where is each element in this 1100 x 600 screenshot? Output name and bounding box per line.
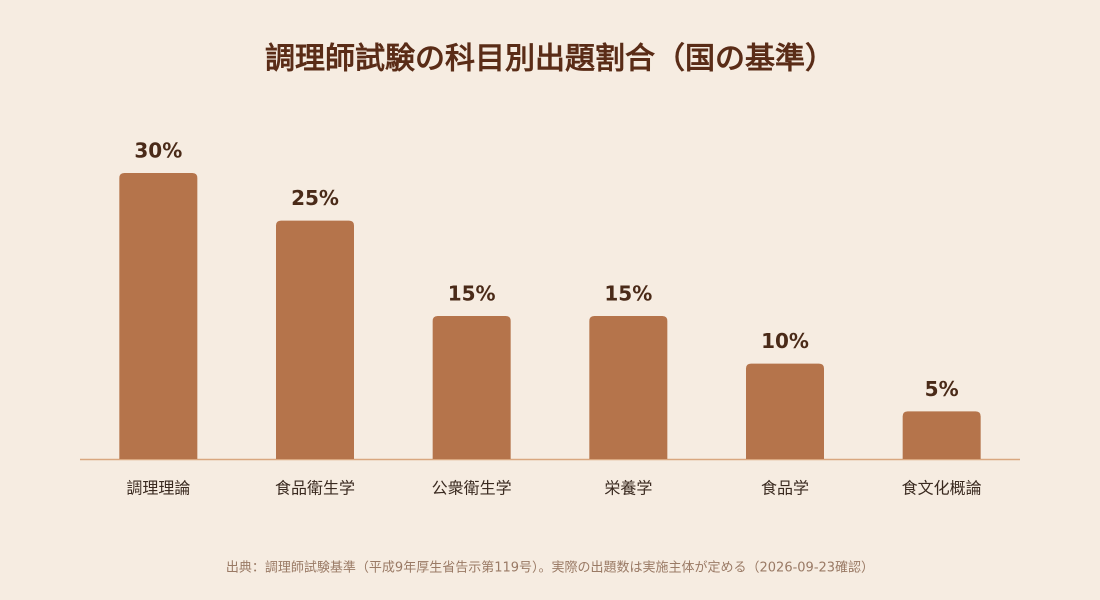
x-tick-label: 栄養学 [604, 479, 652, 498]
value-label: 30% [134, 139, 182, 163]
x-tick-label: 食品学 [761, 479, 809, 498]
value-label: 25% [291, 186, 339, 210]
chart-title: 調理師試験の科目別出題割合（国の基準） [265, 42, 835, 77]
value-label: 5% [925, 377, 959, 401]
x-tick-label: 食品衛生学 [275, 479, 355, 498]
bar [432, 316, 511, 459]
bar [746, 363, 824, 459]
value-label: 10% [761, 329, 809, 353]
value-label: 15% [604, 282, 652, 306]
bar [276, 220, 354, 459]
x-tick-label: 調理理論 [126, 479, 190, 498]
bar [119, 173, 198, 459]
bar [902, 411, 981, 459]
value-label: 15% [448, 282, 496, 306]
source-note: 出典：調理師試験基準（平成9年厚生省告示第119号）。実際の出題数は実施主体が定… [226, 560, 874, 576]
x-tick-label: 食文化概論 [902, 479, 982, 498]
bar [589, 316, 668, 459]
x-tick-label: 公衆衛生学 [432, 479, 512, 498]
